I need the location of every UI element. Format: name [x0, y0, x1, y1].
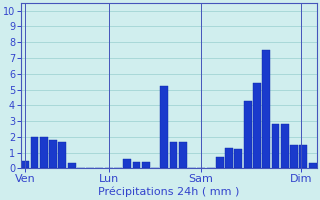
Bar: [290, 145, 298, 168]
Bar: [30, 137, 38, 168]
Bar: [253, 83, 261, 168]
Bar: [179, 142, 187, 168]
Bar: [309, 163, 316, 168]
Bar: [68, 163, 76, 168]
Bar: [160, 86, 168, 168]
X-axis label: Précipitations 24h ( mm ): Précipitations 24h ( mm ): [98, 187, 240, 197]
Bar: [49, 140, 57, 168]
Bar: [123, 159, 131, 168]
Bar: [132, 162, 140, 168]
Bar: [300, 145, 307, 168]
Bar: [58, 142, 66, 168]
Bar: [262, 50, 270, 168]
Bar: [281, 124, 289, 168]
Bar: [170, 142, 178, 168]
Bar: [225, 148, 233, 168]
Bar: [216, 157, 224, 168]
Bar: [272, 124, 279, 168]
Bar: [40, 137, 48, 168]
Bar: [21, 161, 29, 168]
Bar: [235, 149, 242, 168]
Bar: [244, 101, 252, 168]
Bar: [142, 162, 150, 168]
